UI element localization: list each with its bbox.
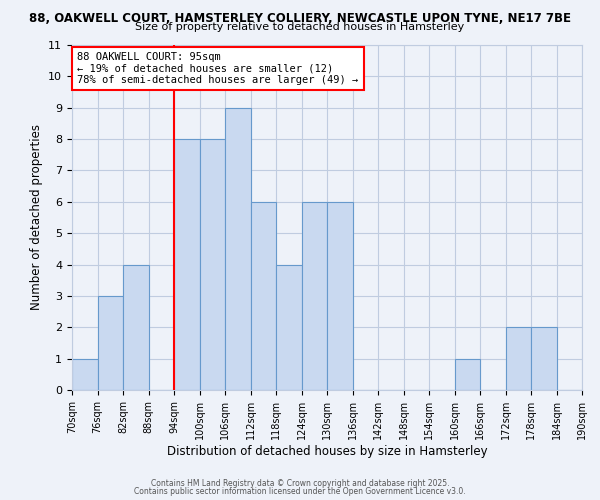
Text: Contains HM Land Registry data © Crown copyright and database right 2025.: Contains HM Land Registry data © Crown c… bbox=[151, 478, 449, 488]
Bar bbox=[97, 296, 123, 390]
Bar bbox=[505, 328, 531, 390]
Bar bbox=[199, 139, 225, 390]
Text: 88 OAKWELL COURT: 95sqm
← 19% of detached houses are smaller (12)
78% of semi-de: 88 OAKWELL COURT: 95sqm ← 19% of detache… bbox=[77, 52, 358, 85]
Bar bbox=[327, 202, 353, 390]
Bar bbox=[276, 264, 302, 390]
Text: Size of property relative to detached houses in Hamsterley: Size of property relative to detached ho… bbox=[136, 22, 464, 32]
Bar bbox=[123, 264, 149, 390]
Bar bbox=[302, 202, 327, 390]
X-axis label: Distribution of detached houses by size in Hamsterley: Distribution of detached houses by size … bbox=[167, 444, 487, 458]
Bar bbox=[174, 139, 199, 390]
Bar bbox=[251, 202, 276, 390]
Bar bbox=[455, 358, 480, 390]
Y-axis label: Number of detached properties: Number of detached properties bbox=[30, 124, 43, 310]
Bar bbox=[531, 328, 557, 390]
Text: 88, OAKWELL COURT, HAMSTERLEY COLLIERY, NEWCASTLE UPON TYNE, NE17 7BE: 88, OAKWELL COURT, HAMSTERLEY COLLIERY, … bbox=[29, 12, 571, 26]
Bar bbox=[225, 108, 251, 390]
Text: Contains public sector information licensed under the Open Government Licence v3: Contains public sector information licen… bbox=[134, 487, 466, 496]
Bar bbox=[72, 358, 97, 390]
